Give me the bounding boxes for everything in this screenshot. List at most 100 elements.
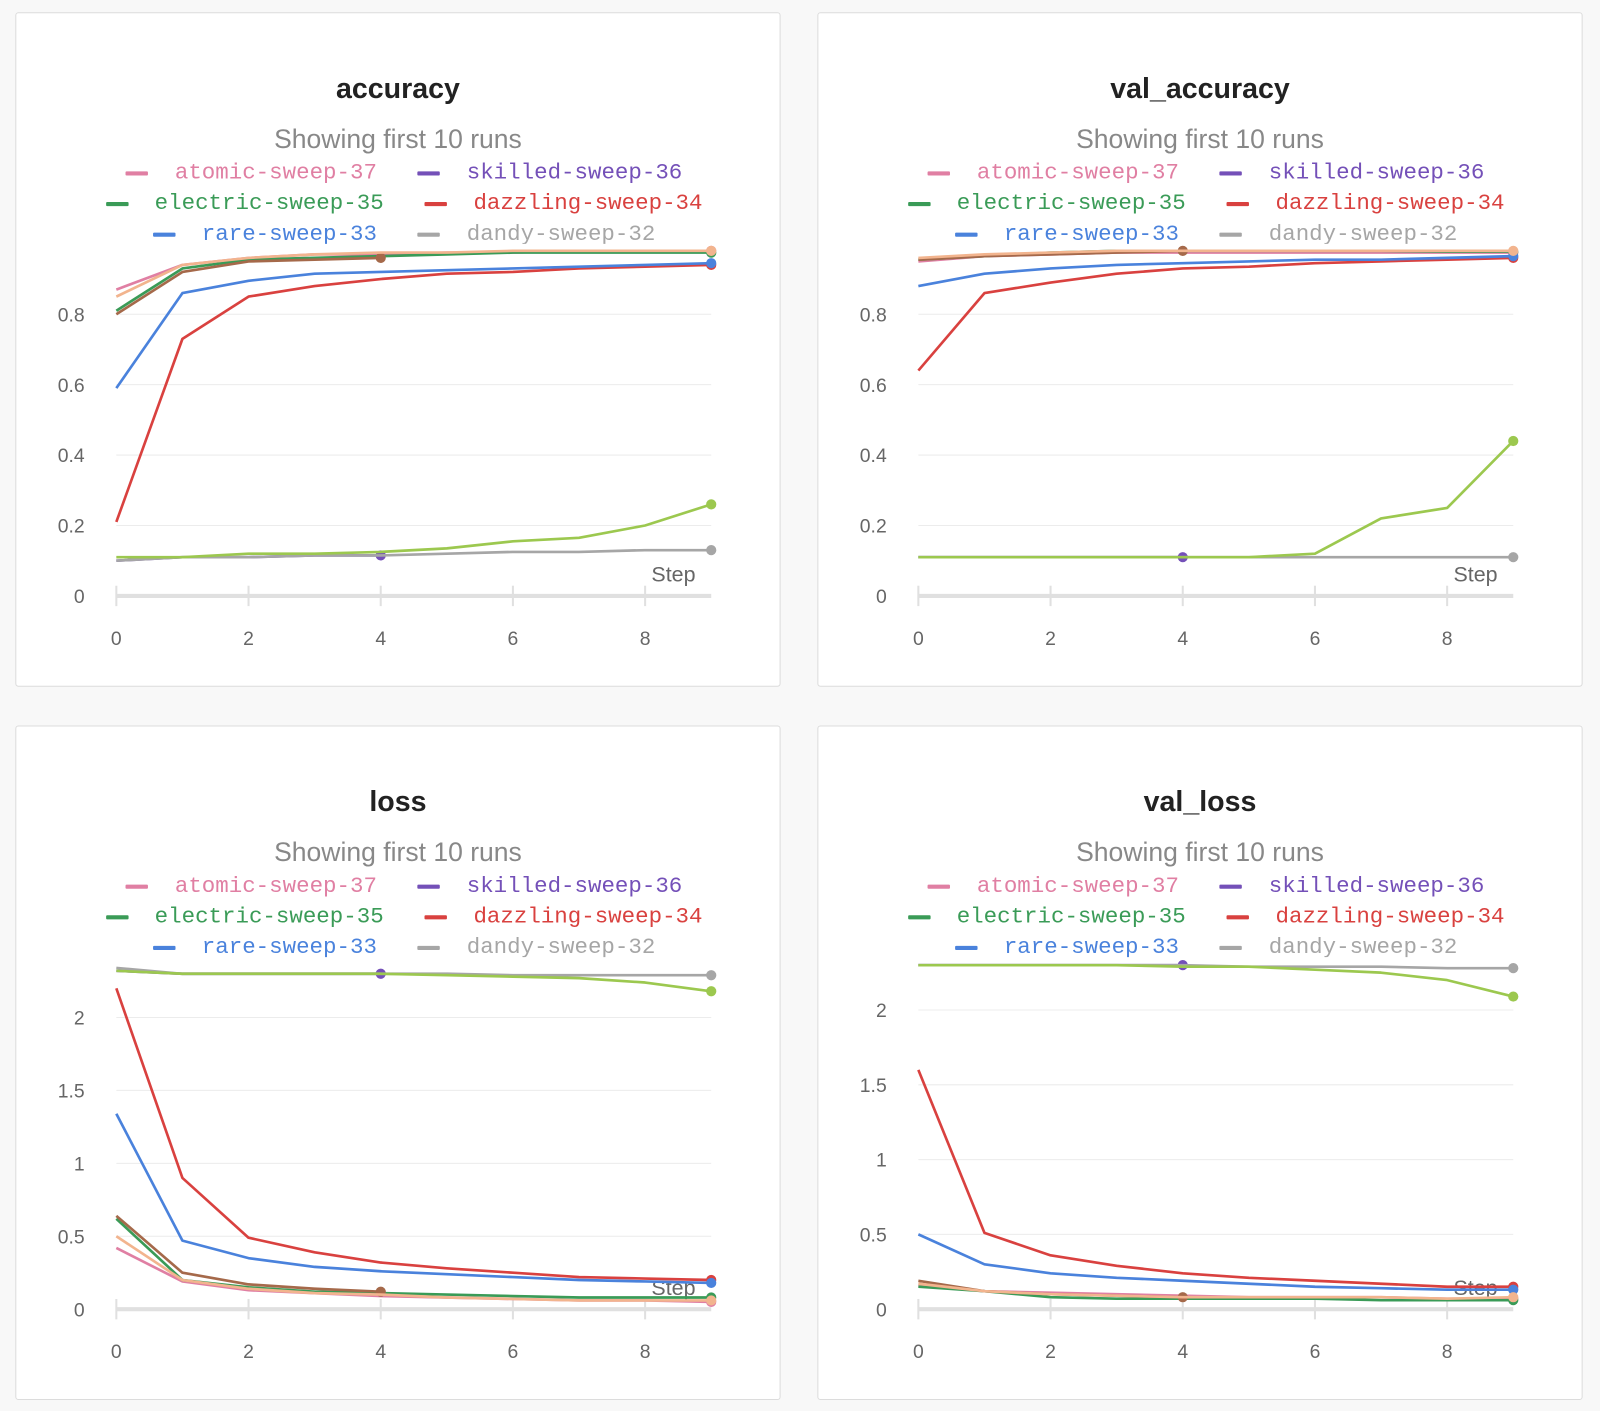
- legend-item[interactable]: dazzling-sweep-34: [424, 902, 702, 933]
- x-tick-label: 4: [1177, 1341, 1188, 1363]
- run-end-point: [1508, 435, 1519, 447]
- run-line: [116, 503, 712, 559]
- legend-item[interactable]: rare-sweep-33: [954, 933, 1179, 957]
- x-tick-label: 8: [640, 628, 651, 650]
- legend-row: electric-sweep-35 dazzling-sweep-34: [880, 189, 1533, 220]
- legend-item[interactable]: skilled-sweep-36: [417, 871, 683, 902]
- x-axis-label: Step: [651, 563, 695, 587]
- rare-sweep-33-line: [115, 261, 712, 389]
- legend-item[interactable]: dazzling-sweep-34: [1226, 902, 1505, 933]
- run-line: [115, 249, 712, 298]
- y-tick-label: 1.5: [860, 1075, 887, 1097]
- legend-item[interactable]: dandy-sweep-32: [1219, 933, 1458, 958]
- y-tick-label: 1.5: [58, 1081, 85, 1103]
- dandy-sweep-32-line: [116, 548, 712, 563]
- y-tick-label: 0.8: [860, 304, 887, 326]
- y-tick-label: 1: [876, 1150, 887, 1172]
- chart-title: loss: [369, 785, 427, 818]
- chart-subtitle: Showing first 10 runs: [274, 123, 522, 155]
- legend-item[interactable]: skilled-sweep-36: [1219, 158, 1484, 189]
- legend-item[interactable]: electric-sweep-35: [105, 189, 384, 220]
- legend-item[interactable]: atomic-sweep-37: [125, 158, 377, 189]
- legend-item[interactable]: atomic-sweep-37: [125, 871, 377, 902]
- y-tick-label: 0.6: [58, 375, 85, 397]
- legend-item[interactable]: dandy-sweep-32: [417, 933, 655, 957]
- legend-label: electric-sweep-35: [956, 190, 1186, 217]
- legend-label: atomic-sweep-37: [174, 873, 377, 899]
- x-tick-label: 0: [913, 628, 924, 650]
- run-end-point: [1508, 1292, 1519, 1303]
- legend-swatch: [1226, 915, 1249, 920]
- legend: atomic-sweep-37 skilled-sweep-36 electri…: [78, 158, 731, 244]
- x-tick-label: 6: [508, 628, 519, 650]
- chart-title: accuracy: [335, 72, 460, 105]
- legend-item[interactable]: atomic-sweep-37: [927, 158, 1179, 189]
- legend-row: rare-sweep-33 dandy-sweep-32: [880, 933, 1533, 957]
- legend-swatch: [417, 884, 441, 889]
- legend-item[interactable]: electric-sweep-35: [907, 189, 1186, 220]
- legend-item[interactable]: electric-sweep-35: [105, 902, 384, 933]
- legend-row: electric-sweep-35 dazzling-sweep-34: [880, 902, 1533, 933]
- run-line: [116, 969, 712, 993]
- y-tick-label: 2: [876, 1000, 887, 1022]
- electric-sweep-35-line: [918, 1285, 1514, 1302]
- y-tick-label: 0.2: [58, 516, 85, 538]
- y-tick-label: 0: [74, 586, 85, 608]
- legend-label: atomic-sweep-37: [976, 160, 1179, 186]
- x-tick-label: 8: [640, 1341, 651, 1363]
- legend-row: rare-sweep-33 dandy-sweep-32: [880, 219, 1533, 244]
- run-end-point: [706, 986, 717, 997]
- legend-item[interactable]: dandy-sweep-32: [1219, 219, 1457, 244]
- legend-item[interactable]: dandy-sweep-32: [417, 219, 656, 244]
- legend-label: skilled-sweep-36: [466, 873, 683, 899]
- run-end-point: [706, 499, 717, 510]
- legend-row: electric-sweep-35 dazzling-sweep-34: [78, 189, 731, 220]
- legend-swatch: [1219, 171, 1243, 176]
- dandy-sweep-32-end-point: [1508, 552, 1519, 563]
- legend-swatch: [1219, 232, 1243, 237]
- legend-label: dandy-sweep-32: [1268, 934, 1458, 958]
- legend-swatch: [1219, 884, 1243, 889]
- legend-item[interactable]: dazzling-sweep-34: [1226, 189, 1505, 220]
- x-tick-label: 0: [913, 1341, 924, 1363]
- legend-item[interactable]: electric-sweep-35: [907, 902, 1186, 933]
- legend-swatch: [424, 202, 447, 207]
- x-tick-label: 0: [111, 628, 122, 650]
- chart-subtitle: Showing first 10 runs: [1076, 836, 1324, 868]
- legend-label: dandy-sweep-32: [466, 221, 656, 244]
- legend-label: rare-sweep-33: [201, 934, 377, 958]
- plot-area[interactable]: 0 0.2 0.4 0.6 0.8 0 2 4 6 8 Step: [818, 13, 1582, 686]
- y-tick-label: 0: [876, 586, 887, 608]
- legend-row: atomic-sweep-37 skilled-sweep-36: [880, 871, 1533, 902]
- rare-sweep-33-line: [917, 1233, 1514, 1292]
- legend-item[interactable]: rare-sweep-33: [152, 933, 377, 958]
- y-tick-label: 0: [876, 1299, 887, 1321]
- y-tick-label: 0.2: [860, 516, 887, 538]
- chart-subtitle: Showing first 10 runs: [274, 836, 522, 868]
- legend-item[interactable]: rare-sweep-33: [152, 219, 377, 244]
- legend-swatch: [105, 915, 129, 920]
- chart-panel-accuracy: accuracy Showing first 10 runs atomic-sw…: [15, 12, 781, 687]
- run-line: [918, 1282, 1514, 1301]
- legend-swatch: [417, 232, 441, 237]
- y-tick-label: 0.8: [58, 304, 85, 326]
- plot-area[interactable]: 0 0.2 0.4 0.6 0.8 0 2 4 6 8 Step: [16, 13, 780, 686]
- rare-sweep-33-line: [115, 1113, 712, 1285]
- legend-label: rare-sweep-33: [1003, 221, 1179, 244]
- legend-item[interactable]: rare-sweep-33: [954, 219, 1179, 244]
- legend-item[interactable]: skilled-sweep-36: [417, 158, 682, 189]
- legend-swatch: [125, 884, 149, 889]
- electric-sweep-35-line: [115, 251, 712, 312]
- legend-item[interactable]: dazzling-sweep-34: [424, 189, 702, 220]
- legend-swatch: [1219, 945, 1243, 950]
- dazzling-sweep-34-line: [917, 256, 1514, 372]
- legend-label: electric-sweep-35: [154, 190, 384, 217]
- x-tick-label: 2: [243, 628, 254, 650]
- legend-item[interactable]: atomic-sweep-37: [927, 871, 1179, 902]
- run-line: [115, 1214, 381, 1293]
- legend-label: atomic-sweep-37: [174, 160, 377, 186]
- legend-item[interactable]: skilled-sweep-36: [1219, 871, 1484, 902]
- legend-swatch: [105, 202, 129, 207]
